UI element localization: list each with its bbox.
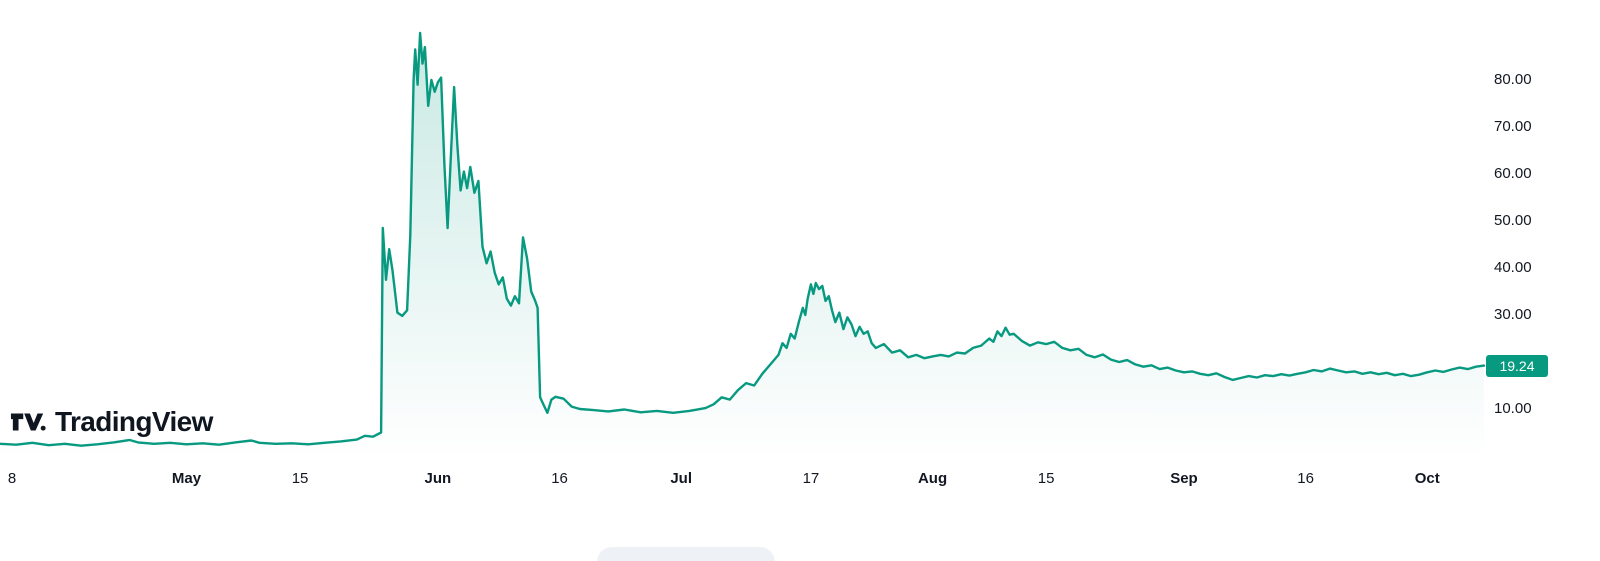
price-tick-label: 50.00	[1494, 212, 1532, 229]
time-tick-label: 15	[291, 470, 309, 487]
time-tick-label: 15	[1037, 470, 1055, 487]
price-tick-label: 60.00	[1494, 165, 1532, 182]
price-line	[0, 31, 1486, 447]
bottom-scroll-pill[interactable]	[597, 547, 775, 561]
price-tick-label: 70.00	[1494, 118, 1532, 135]
price-tick-label: 40.00	[1494, 259, 1532, 276]
price-tick-label: 30.00	[1494, 306, 1532, 323]
time-tick-label: Jul	[670, 470, 693, 487]
time-tick-label: Aug	[917, 470, 948, 487]
tradingview-logo-icon	[10, 413, 46, 431]
time-tick-label: 16	[1297, 470, 1314, 487]
tradingview-logo-text: TradingView	[55, 406, 213, 437]
last-price-badge: 19.24	[1486, 354, 1548, 377]
time-tick-label: Sep	[1170, 470, 1198, 487]
time-tick-label: 8	[7, 470, 17, 487]
time-tick-label: Jun	[424, 470, 452, 487]
tradingview-logo[interactable]: TradingView	[10, 406, 213, 438]
price-tick-label: 10.00	[1494, 400, 1532, 417]
price-tick-label: 80.00	[1494, 71, 1532, 88]
time-tick-label: 17	[802, 470, 820, 487]
time-tick-label: 16	[551, 470, 568, 487]
time-tick-label: May	[171, 470, 202, 487]
price-area-fill	[0, 33, 1484, 459]
time-tick-label: Oct	[1414, 470, 1440, 487]
